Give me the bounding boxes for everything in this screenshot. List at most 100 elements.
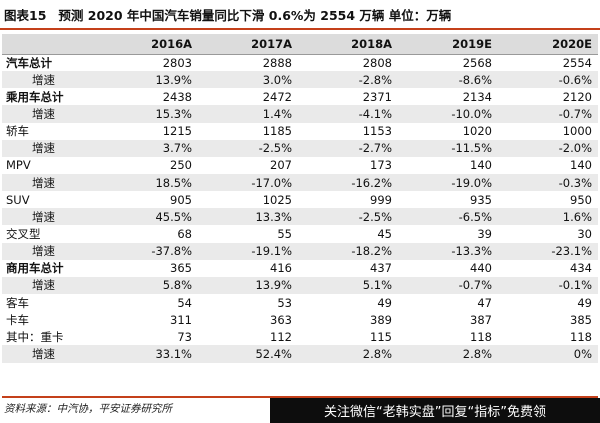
table-cell: 140 bbox=[470, 158, 492, 173]
volume-row: MPV 250 207 173 140 140 bbox=[2, 157, 598, 174]
table-cell: 18.5% bbox=[98, 173, 198, 192]
table-cell: -4.1% bbox=[298, 105, 398, 123]
table-cell: -16.2% bbox=[298, 173, 398, 192]
table-cell: 13.9% bbox=[98, 71, 198, 89]
table-cell: 112 bbox=[270, 329, 292, 344]
table-cell: 2.8% bbox=[298, 345, 398, 363]
table-cell: 250 bbox=[170, 158, 192, 173]
table-cell: -0.6% bbox=[498, 71, 598, 89]
table-cell: 53 bbox=[277, 295, 292, 310]
row-label: 乘用车总计 bbox=[6, 89, 64, 104]
row-label: 其中：重卡 bbox=[6, 329, 64, 344]
table-header-row: 2016A 2017A 2018A 2019E 2020E bbox=[2, 34, 598, 55]
table-cell: 45 bbox=[377, 226, 392, 241]
volume-row: 客车 54 53 49 47 49 bbox=[2, 294, 598, 311]
row-label: 卡车 bbox=[6, 312, 29, 327]
row-label: 增速 bbox=[2, 139, 98, 157]
volume-row: 汽车总计 2803 2888 2808 2568 2554 bbox=[2, 54, 598, 71]
table-cell: 2808 bbox=[362, 55, 392, 70]
growth-row: 增速 3.7% -2.5% -2.7% -11.5% -2.0% bbox=[2, 139, 598, 157]
table-cell: 2554 bbox=[562, 55, 592, 70]
table-cell: 416 bbox=[270, 261, 292, 276]
table-cell: 905 bbox=[170, 192, 192, 207]
growth-row: 增速 18.5% -17.0% -16.2% -19.0% -0.3% bbox=[2, 173, 598, 192]
volume-row: 其中：重卡 73 112 115 118 118 bbox=[2, 328, 598, 345]
table-cell: 2803 bbox=[162, 55, 192, 70]
volume-row: 轿车 1215 1185 1153 1020 1000 bbox=[2, 123, 598, 140]
table-cell: 118 bbox=[570, 329, 592, 344]
row-label: 轿车 bbox=[6, 124, 29, 139]
table-cell: 365 bbox=[170, 261, 192, 276]
table-cell: 1000 bbox=[562, 124, 592, 139]
table-cell: -2.7% bbox=[298, 139, 398, 157]
row-label: 增速 bbox=[2, 173, 98, 192]
row-label: 增速 bbox=[2, 345, 98, 363]
table-cell: 1.4% bbox=[198, 105, 298, 123]
table-cell: 1215 bbox=[162, 124, 192, 139]
row-label: 增速 bbox=[2, 208, 98, 226]
table-cell: 1020 bbox=[462, 124, 492, 139]
table-cell: 389 bbox=[370, 312, 392, 327]
header-cell: 2019E bbox=[398, 34, 498, 55]
growth-row: 增速 45.5% 13.3% -2.5% -6.5% 1.6% bbox=[2, 208, 598, 226]
table-cell: 437 bbox=[370, 261, 392, 276]
table-cell: -19.1% bbox=[198, 242, 298, 260]
table-cell: 2568 bbox=[462, 55, 492, 70]
table-cell: 311 bbox=[170, 312, 192, 327]
table-cell: 73 bbox=[177, 329, 192, 344]
table-cell: 2134 bbox=[462, 89, 492, 104]
header-cell: 2017A bbox=[198, 34, 298, 55]
figure-title: 图表15 预测 2020 年中国汽车销量同比下滑 0.6%为 2554 万辆 单… bbox=[0, 0, 600, 30]
table-cell: 2438 bbox=[162, 89, 192, 104]
table-cell: 207 bbox=[270, 158, 292, 173]
table-cell: -8.6% bbox=[398, 71, 498, 89]
table-cell: 1.6% bbox=[498, 208, 598, 226]
growth-row: 增速 -37.8% -19.1% -18.2% -13.3% -23.1% bbox=[2, 242, 598, 260]
table-cell: 45.5% bbox=[98, 208, 198, 226]
table-cell: 5.8% bbox=[98, 276, 198, 294]
table-cell: 3.0% bbox=[198, 71, 298, 89]
table-cell: -13.3% bbox=[398, 242, 498, 260]
table-cell: 173 bbox=[370, 158, 392, 173]
table-cell: 33.1% bbox=[98, 345, 198, 363]
table-cell: 0% bbox=[498, 345, 598, 363]
header-cell: 2016A bbox=[98, 34, 198, 55]
table-cell: 115 bbox=[370, 329, 392, 344]
row-label: 交叉型 bbox=[6, 226, 41, 241]
table-cell: -17.0% bbox=[198, 173, 298, 192]
table-cell: 5.1% bbox=[298, 276, 398, 294]
volume-row: 交叉型 68 55 45 39 30 bbox=[2, 225, 598, 242]
table-cell: 387 bbox=[470, 312, 492, 327]
row-label: 增速 bbox=[2, 242, 98, 260]
table-cell: 52.4% bbox=[198, 345, 298, 363]
table-cell: 950 bbox=[570, 192, 592, 207]
table-cell: 2371 bbox=[362, 89, 392, 104]
figure-number: 图表15 bbox=[4, 7, 47, 23]
row-label: 商用车总计 bbox=[6, 261, 64, 276]
volume-row: 乘用车总计 2438 2472 2371 2134 2120 bbox=[2, 88, 598, 105]
table-cell: -2.5% bbox=[298, 208, 398, 226]
table-cell: 54 bbox=[177, 295, 192, 310]
growth-row: 增速 33.1% 52.4% 2.8% 2.8% 0% bbox=[2, 345, 598, 363]
table-cell: 2888 bbox=[262, 55, 292, 70]
table-cell: -0.7% bbox=[398, 276, 498, 294]
header-cell: 2018A bbox=[298, 34, 398, 55]
table-cell: 55 bbox=[277, 226, 292, 241]
table-cell: 68 bbox=[177, 226, 192, 241]
source-note: 资料来源：中汽协，平安证券研究所 bbox=[4, 403, 172, 415]
table-cell: 363 bbox=[270, 312, 292, 327]
table-cell: -2.0% bbox=[498, 139, 598, 157]
table-cell: -37.8% bbox=[98, 242, 198, 260]
growth-row: 增速 15.3% 1.4% -4.1% -10.0% -0.7% bbox=[2, 105, 598, 123]
table-cell: -2.5% bbox=[198, 139, 298, 157]
growth-row: 增速 5.8% 13.9% 5.1% -0.7% -0.1% bbox=[2, 276, 598, 294]
row-label: 增速 bbox=[2, 105, 98, 123]
table-cell: 434 bbox=[570, 261, 592, 276]
row-label: 增速 bbox=[2, 71, 98, 89]
table-cell: 47 bbox=[477, 295, 492, 310]
bottom-divider bbox=[2, 396, 598, 398]
volume-row: SUV 905 1025 999 935 950 bbox=[2, 191, 598, 208]
table-cell: 2472 bbox=[262, 89, 292, 104]
header-cell bbox=[2, 34, 98, 55]
header-cell: 2020E bbox=[498, 34, 598, 55]
